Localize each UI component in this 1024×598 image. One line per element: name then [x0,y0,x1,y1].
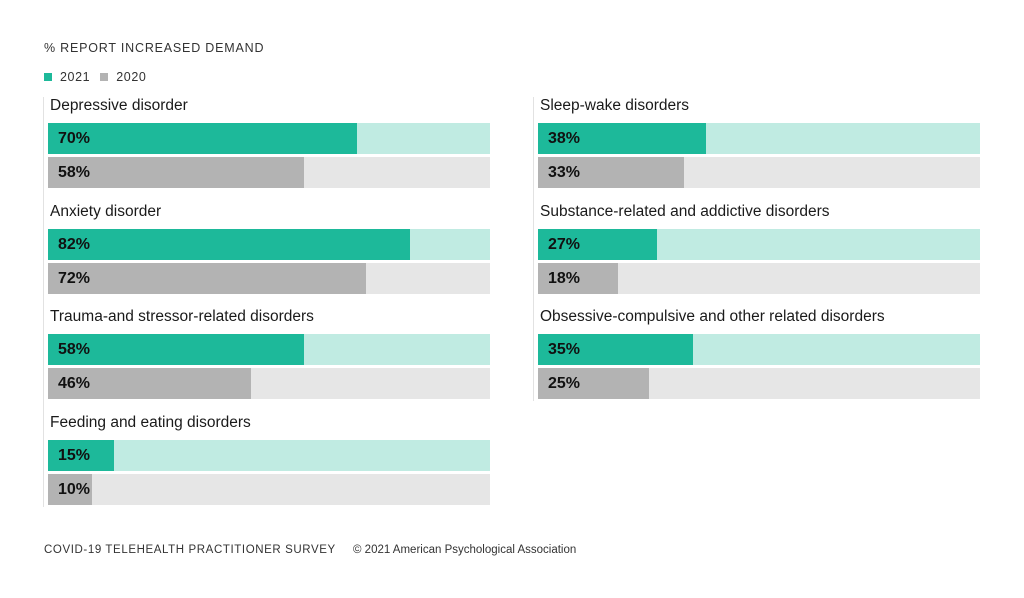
bar-value-label-2021: 35% [548,341,581,358]
bar-track-2021: 58% [48,334,490,365]
footer-survey-name: COVID-19 TELEHEALTH PRACTITIONER SURVEY [44,544,336,556]
bar-value-label-2021: 27% [548,235,581,253]
category-group-substance-related-and-addictive-disorders: Substance-related and addictive disorder… [538,203,980,294]
bar-track-2020: 25% [538,368,980,399]
bar-value-label-2020: 72% [58,269,91,287]
legend-label-2020: 2020 [116,70,147,84]
bar-2020 [538,368,649,399]
chart-column-left: Depressive disorder 70% 58% Anxiety disorde… [43,97,490,507]
bar-value-label-2021: 15% [58,446,91,464]
footer-copyright: © 2021 American Psychological Associatio… [353,544,577,556]
category-label: Obsessive-compulsive and other related d… [540,308,885,325]
category-label: Depressive disorder [50,97,188,114]
bar-2020 [48,157,305,188]
category-group-sleep-wake-disorders: Sleep-wake disorders 38% 33% [538,97,980,188]
footer: COVID-19 TELEHEALTH PRACTITIONER SURVEY … [44,544,576,556]
category-label: Feeding and eating disorders [50,413,251,431]
legend-item-2020: 2020 [100,70,146,84]
category-label: Anxiety disorder [50,202,162,220]
bar-2021 [48,334,305,365]
bar-2021 [48,439,115,471]
bar-2021 [538,228,658,260]
bar-track-2020: 18% [538,262,980,294]
bar-track-2021: 82% [48,228,490,260]
bar-value-label-2020: 25% [548,375,581,392]
bar-track-2021: 38% [538,123,980,154]
bar-value-label-2021: 58% [58,341,91,358]
bar-2021 [48,228,411,260]
category-group-feeding-and-eating-disorders: Feeding and eating disorders 15% 10% [48,414,490,505]
category-group-anxiety-disorder: Anxiety disorder 82% 72% [48,203,490,294]
bar-track-2020: 72% [48,262,490,294]
bar-value-label-2021: 38% [548,130,581,147]
bar-value-label-2021: 82% [58,235,91,253]
bar-value-label-2020: 58% [58,164,91,181]
legend-swatch-2021 [44,73,52,81]
bar-value-label-2020: 10% [58,480,91,498]
bar-value-label-2021: 70% [58,130,91,147]
bar-track-2021: 35% [538,334,980,365]
category-label: Trauma-and stressor-related disorders [50,308,314,325]
bar-value-label-2020: 46% [58,375,91,392]
category-group-depressive-disorder: Depressive disorder 70% 58% [48,97,490,188]
legend-label-2021: 2021 [60,70,91,84]
bar-track-2020: 10% [48,473,490,505]
chart-heading: % REPORT INCREASED DEMAND [44,41,265,55]
bar-track-2021: 27% [538,228,980,260]
bar-2020 [48,473,93,505]
bar-2021 [538,123,706,154]
bar-track-2021: 70% [48,123,490,154]
legend: 2021 2020 [44,70,146,84]
bar-2020 [538,157,684,188]
bar-value-label-2020: 18% [548,269,581,287]
bar-value-label-2020: 33% [548,164,581,181]
bar-2021 [48,123,358,154]
chart-column-right: Sleep-wake disorders 38% 33% Substance-rela… [533,97,980,401]
legend-swatch-2020 [100,73,109,81]
category-group-trauma-and-stressor-related-disorders: Trauma-and stressor-related disorders 58%… [48,308,490,399]
category-group-obsessive-compulsive-and-other-related-disorders: Obsessive-compulsive and other related d… [538,308,980,399]
bar-track-2021: 15% [48,439,490,471]
legend-item-2021: 2021 [44,70,90,84]
category-label: Sleep-wake disorders [540,97,690,114]
bar-track-2020: 58% [48,157,490,188]
category-label: Substance-related and addictive disorder… [540,202,830,220]
bar-track-2020: 46% [48,368,490,399]
bar-track-2020: 33% [538,157,980,188]
bar-2020 [48,262,367,294]
bar-2020 [538,262,618,294]
bar-2021 [538,334,693,365]
bar-2020 [48,368,252,399]
